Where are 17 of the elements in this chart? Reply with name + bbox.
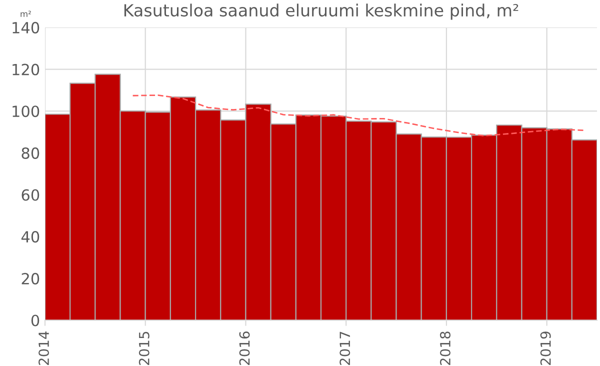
line-series [132, 94, 586, 136]
x-tick-label: 2016 [239, 332, 250, 365]
y-tick-label: 40 [21, 231, 40, 243]
x-tick-label: 2017 [340, 332, 350, 365]
y-tick-label: 60 [22, 189, 40, 201]
y-tick-label: 120 [12, 64, 40, 76]
x-tick-label: 2019 [540, 332, 551, 365]
x-tick-label: 2018 [440, 332, 450, 365]
y-tick-label: 140 [12, 22, 40, 34]
x-tick-label: 2014 [38, 331, 50, 365]
y-tick-label: 100 [12, 106, 40, 118]
y-tick-label: 0 [31, 314, 40, 326]
chart-title: Kasutusloa saanud eluruumi keskmine pind, m² [124, 4, 518, 20]
y-tick-label: 80 [22, 147, 40, 159]
x-tick-label: 2015 [138, 332, 150, 365]
y-tick-label: 20 [22, 272, 40, 284]
y-axis-title: m² [20, 10, 31, 17]
